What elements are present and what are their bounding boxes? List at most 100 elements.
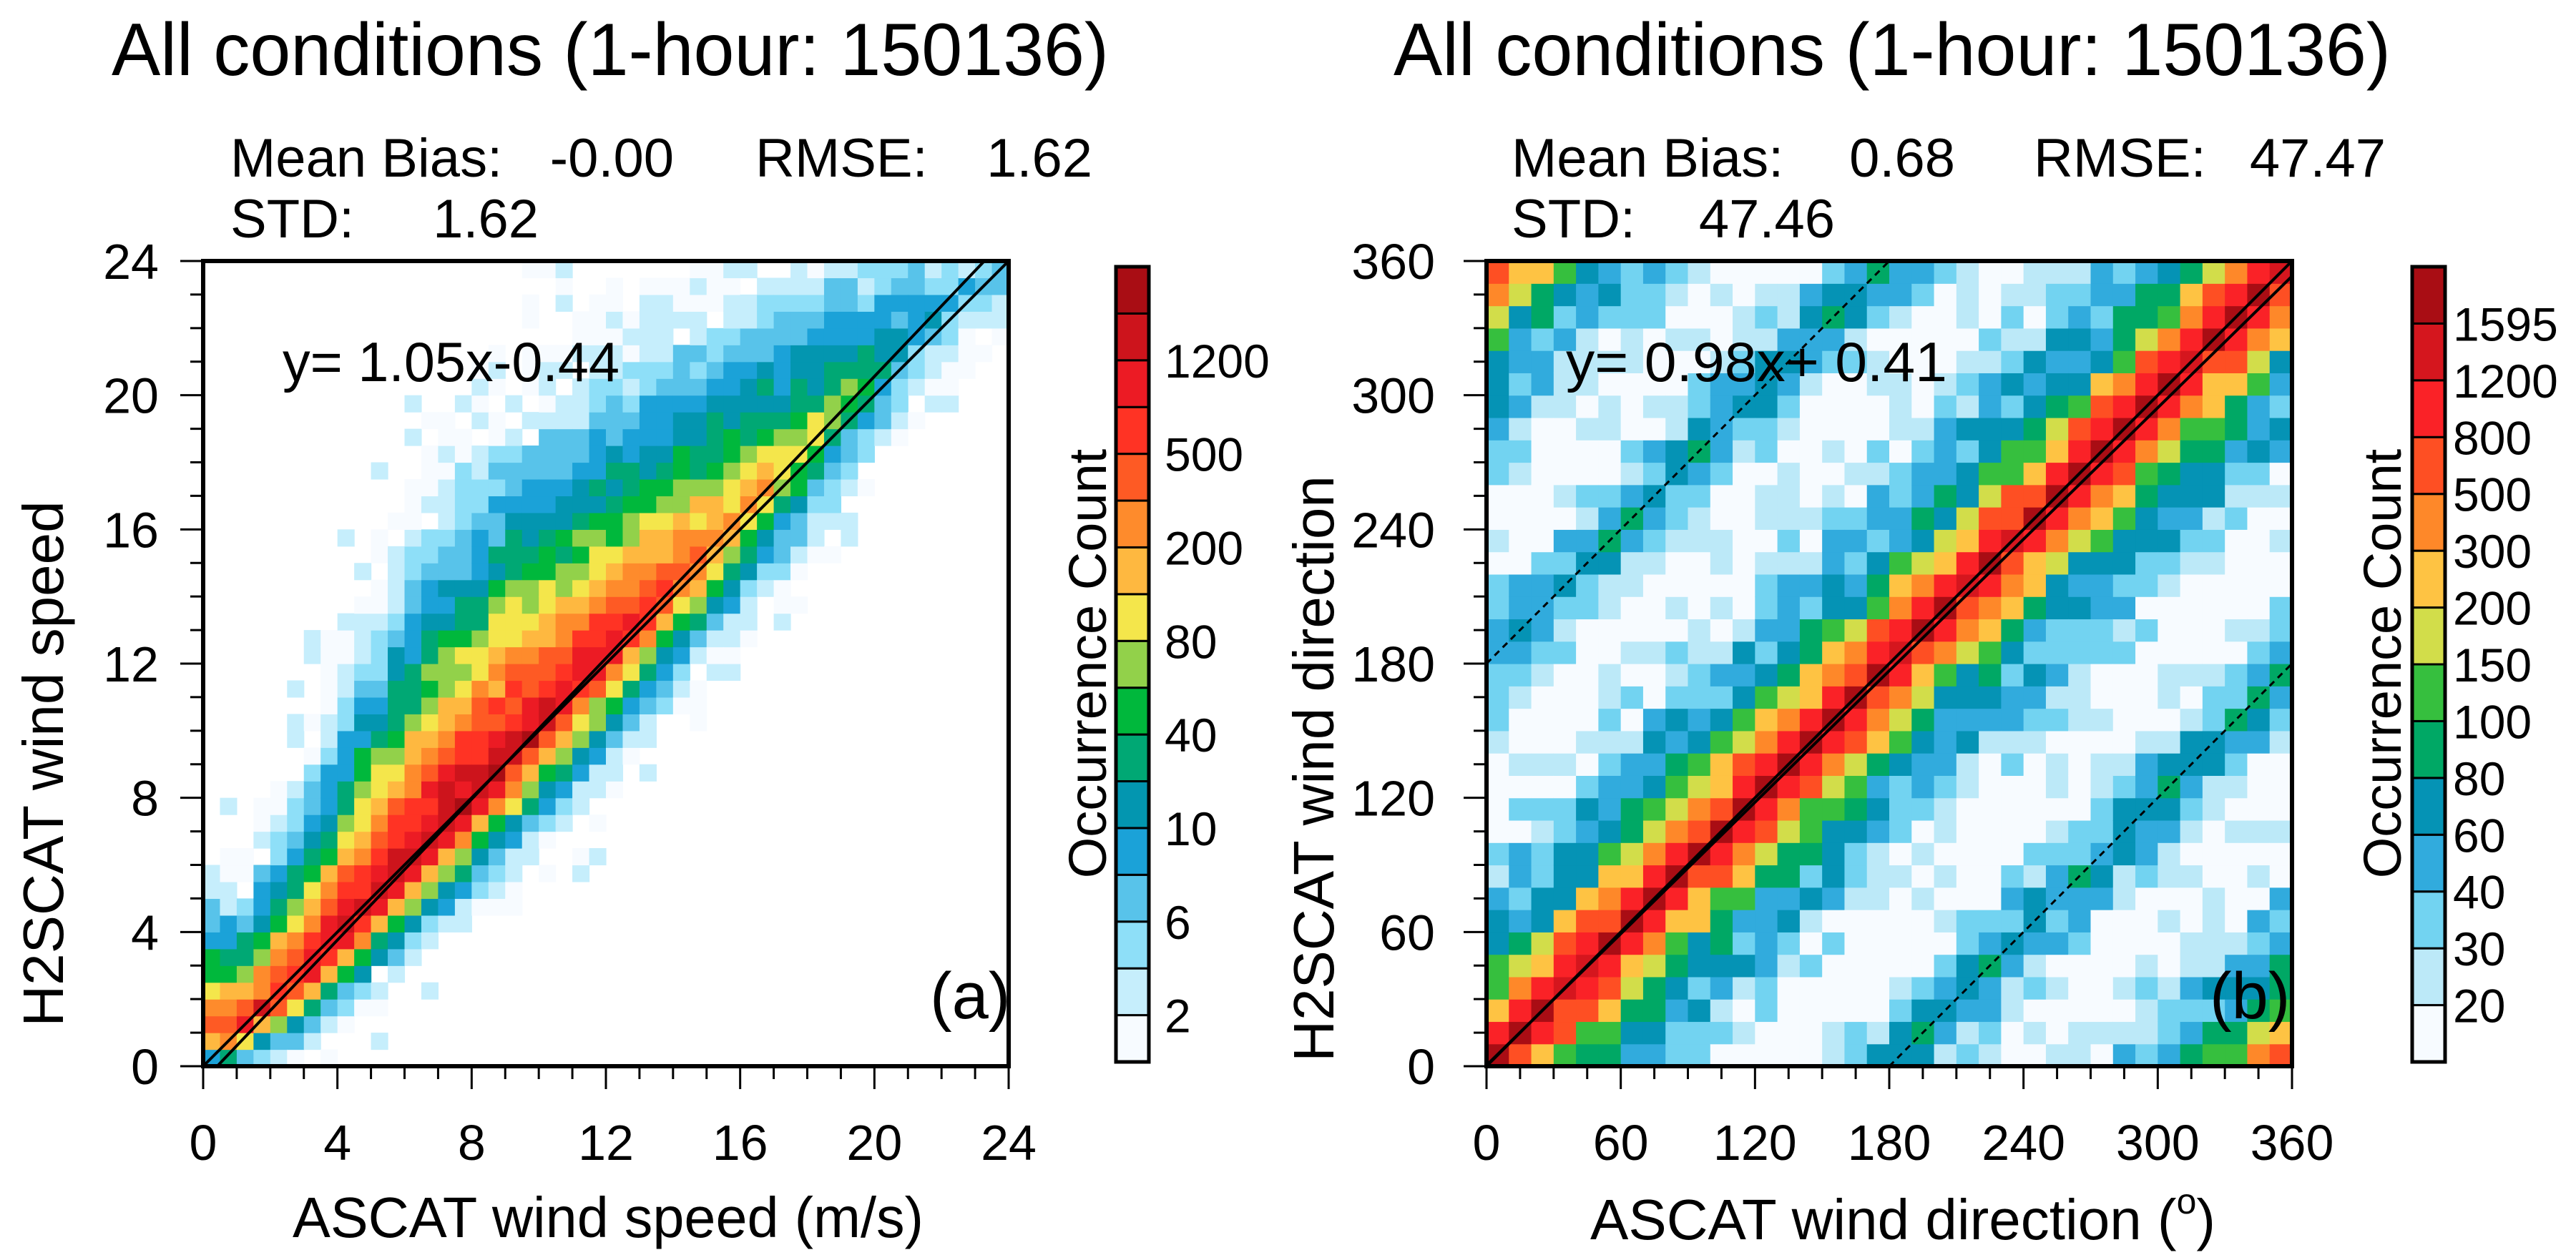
heatmap-cell — [539, 546, 557, 563]
heatmap-cell — [1509, 529, 1532, 553]
heatmap-cell — [2045, 395, 2069, 418]
heatmap-cell — [589, 412, 607, 430]
heatmap-cell — [2045, 976, 2069, 1000]
heatmap-cell — [1889, 842, 1912, 866]
heatmap-cell — [1777, 305, 1801, 329]
heatmap-cell — [1866, 708, 1890, 732]
heatmap-cell — [2023, 842, 2047, 866]
heatmap-cell — [2045, 373, 2069, 396]
heatmap-cell — [690, 646, 707, 664]
heatmap-cell — [1934, 730, 1957, 754]
heatmap-cell — [253, 831, 271, 849]
heatmap-cell — [1866, 932, 1890, 955]
heatmap-cell — [2023, 328, 2047, 351]
heatmap-cell — [220, 865, 237, 882]
heatmap-cell — [639, 462, 657, 480]
heatmap-cell — [2045, 910, 2069, 932]
heatmap-cell — [505, 898, 523, 916]
heatmap-cell — [1979, 596, 2002, 620]
heatmap-cell — [1553, 305, 1577, 329]
heatmap-cell — [2023, 484, 2047, 508]
heatmap-cell — [2068, 283, 2092, 307]
heatmap-cell — [757, 361, 775, 379]
heatmap-cell — [1979, 395, 2002, 418]
heatmap-cell — [488, 881, 506, 900]
heatmap-cell — [521, 294, 539, 312]
panel-a-rmse-label: RMSE: — [755, 128, 928, 189]
heatmap-cell — [2023, 820, 2047, 843]
heatmap-cell — [807, 546, 825, 563]
heatmap-cell — [1911, 574, 1935, 597]
heatmap-cell — [622, 311, 640, 329]
heatmap-cell — [2180, 574, 2203, 597]
heatmap-cell — [1733, 865, 1755, 888]
heatmap-cell — [1934, 283, 1957, 307]
heatmap-cell — [253, 1033, 271, 1050]
heatmap-cell — [1710, 797, 1733, 821]
heatmap-cell — [1799, 887, 1823, 910]
heatmap-cell — [539, 428, 557, 446]
heatmap-cell — [337, 613, 355, 631]
axis-ticks — [180, 260, 1010, 1089]
heatmap-cell — [2090, 686, 2114, 709]
heatmap-cell — [1665, 1021, 1689, 1045]
heatmap-cell — [488, 613, 506, 631]
heatmap-cell — [790, 294, 808, 312]
heatmap-cell — [1487, 596, 1509, 620]
heatmap-cell — [2112, 440, 2136, 463]
heatmap-cell — [1509, 842, 1532, 866]
y-tick-label: 240 — [1351, 502, 1435, 558]
heatmap-cell — [2023, 932, 2047, 955]
heatmap-cell — [539, 378, 557, 396]
heatmap-cell — [1844, 440, 1868, 463]
heatmap-cell — [1866, 820, 1890, 843]
panel-a-x-axis-label: ASCAT wind speed (m/s) — [293, 1186, 924, 1249]
heatmap-cell — [606, 664, 624, 681]
heatmap-cell — [2202, 507, 2225, 530]
heatmap-cell — [555, 412, 573, 430]
heatmap-cell — [1576, 529, 1599, 553]
heatmap-cell — [1755, 820, 1778, 843]
heatmap-cell — [539, 395, 557, 413]
heatmap-cell — [1979, 976, 2002, 1000]
heatmap-cell — [639, 311, 657, 329]
heatmap-cell — [1553, 887, 1577, 910]
heatmap-cell — [740, 596, 758, 614]
heatmap-cell — [2045, 350, 2069, 373]
heatmap-cell — [672, 462, 690, 480]
heatmap-cell — [488, 747, 506, 765]
heatmap-cell — [1710, 686, 1733, 709]
heatmap-cell — [2023, 350, 2047, 373]
heatmap-cell — [1844, 305, 1868, 329]
heatmap-cell — [1688, 932, 1711, 955]
heatmap-cell — [471, 529, 489, 547]
heatmap-cell — [924, 378, 942, 396]
heatmap-cell — [1777, 529, 1801, 553]
x-tick-label: 4 — [323, 1115, 351, 1171]
heatmap-cell — [1576, 730, 1599, 754]
heatmap-cell — [2112, 619, 2136, 642]
heatmap-cell — [2135, 350, 2158, 373]
heatmap-cell — [1866, 910, 1890, 932]
heatmap-cell — [1710, 775, 1733, 799]
heatmap-cell — [1911, 596, 1935, 620]
heatmap-cell — [521, 781, 539, 799]
heatmap-cell — [639, 664, 657, 681]
heatmap-cell — [1487, 484, 1509, 508]
heatmap-cell — [303, 898, 321, 916]
heatmap-cell — [807, 378, 825, 396]
heatmap-cell — [975, 311, 993, 329]
heatmap-cell — [388, 646, 406, 664]
one-to-one-line — [202, 260, 1010, 1068]
heatmap-cell — [723, 579, 741, 597]
colorbar-box — [1115, 873, 1150, 923]
heatmap-cell — [371, 915, 388, 932]
heatmap-cell — [1733, 976, 1755, 1000]
heatmap-cell — [1911, 865, 1935, 888]
heatmap-cell — [672, 596, 690, 614]
x-tick-label: 120 — [1713, 1115, 1797, 1171]
heatmap-cell — [1866, 350, 1890, 373]
heatmap-cell — [2068, 954, 2092, 978]
heatmap-cell — [2180, 1043, 2203, 1067]
heatmap-cell — [1576, 1021, 1599, 1045]
